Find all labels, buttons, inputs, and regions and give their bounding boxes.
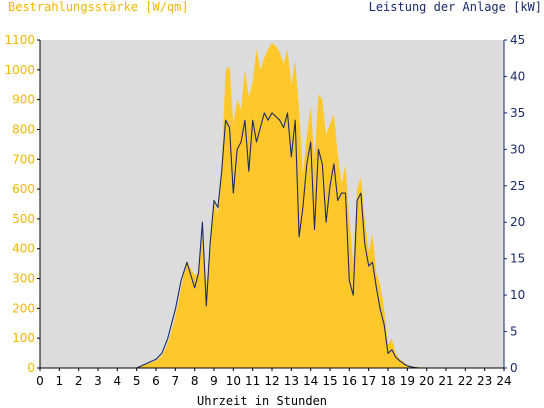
power-line <box>40 112 504 369</box>
x-tick-label: 21 <box>438 374 453 388</box>
x-tick-label: 11 <box>245 374 260 388</box>
x-tick-label: 23 <box>477 374 492 388</box>
x-tick-label: 5 <box>133 374 141 388</box>
left-tick-label: 0 <box>27 361 35 375</box>
right-axis-title: Leistung der Anlage [kW] <box>369 0 542 14</box>
x-tick-label: 13 <box>284 374 299 388</box>
left-axis-title: Bestrahlungsstärke [W/qm] <box>8 0 189 14</box>
right-tick-label: 40 <box>510 69 525 83</box>
x-tick-group: 0 1 2 3 4 5 6 7 8 9 10 11 12 13 14 15 16 17 18 19 20 21 22 23 24 <box>36 368 512 388</box>
left-tick-label: 200 <box>12 301 35 315</box>
left-tick-label: 700 <box>12 152 35 166</box>
x-tick-label: 4 <box>114 374 122 388</box>
x-tick-label: 22 <box>458 374 473 388</box>
left-tick-label: 800 <box>12 122 35 136</box>
x-tick-label: 1 <box>56 374 64 388</box>
left-tick-label: 400 <box>12 242 35 256</box>
left-tick-label: 900 <box>12 93 35 107</box>
right-tick-label: 25 <box>510 179 525 193</box>
x-tick-label: 9 <box>210 374 218 388</box>
x-tick-label: 17 <box>361 374 376 388</box>
right-tick-label: 15 <box>510 252 525 266</box>
right-tick-label: 45 <box>510 33 525 47</box>
right-tick-label: 35 <box>510 106 525 120</box>
x-tick-label: 18 <box>380 374 395 388</box>
x-tick-label: 12 <box>264 374 279 388</box>
x-tick-label: 20 <box>419 374 434 388</box>
x-tick-label: 10 <box>226 374 241 388</box>
left-tick-label: 1000 <box>4 63 35 77</box>
right-tick-label: 0 <box>510 361 518 375</box>
x-tick-label: 2 <box>75 374 83 388</box>
right-tick-label: 10 <box>510 288 525 302</box>
left-tick-label: 1100 <box>4 33 35 47</box>
x-tick-label: 6 <box>152 374 160 388</box>
left-tick-group: 0 100 200 300 400 500 600 700 800 900 1000 1100 <box>4 33 40 375</box>
left-tick-label: 500 <box>12 212 35 226</box>
x-tick-label: 8 <box>191 374 199 388</box>
x-tick-label: 16 <box>342 374 357 388</box>
x-tick-label: 19 <box>400 374 415 388</box>
irradiance-area <box>40 43 504 368</box>
x-tick-label: 14 <box>303 374 318 388</box>
left-tick-label: 600 <box>12 182 35 196</box>
left-tick-label: 300 <box>12 272 35 286</box>
right-tick-label: 20 <box>510 215 525 229</box>
x-tick-label: 3 <box>94 374 102 388</box>
right-tick-group: 0 5 10 15 20 25 30 35 40 45 <box>504 33 525 375</box>
x-axis-title: Uhrzeit in Stunden <box>197 394 327 408</box>
x-tick-label: 0 <box>36 374 44 388</box>
right-tick-label: 30 <box>510 142 525 156</box>
left-tick-label: 100 <box>12 331 35 345</box>
right-tick-label: 5 <box>510 325 518 339</box>
x-tick-label: 24 <box>496 374 511 388</box>
x-tick-label: 15 <box>322 374 337 388</box>
x-tick-label: 7 <box>172 374 180 388</box>
